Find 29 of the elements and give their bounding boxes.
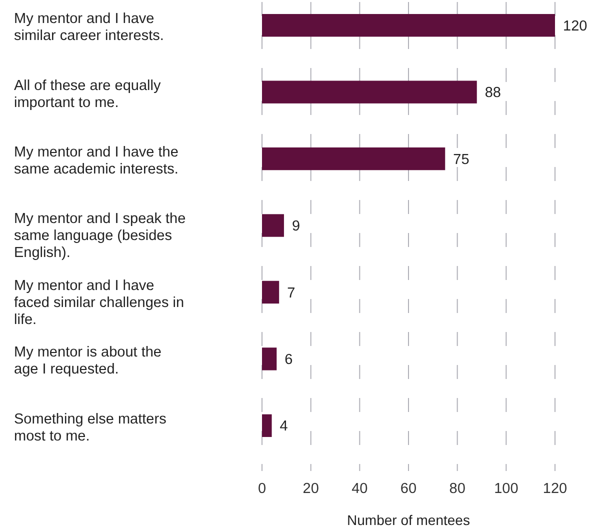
x-tick-label: 100: [494, 481, 518, 497]
data-label: 120: [563, 18, 588, 34]
y-tick-label: My mentor and I have faced similar challenges in life.: [14, 278, 184, 328]
data-label: 7: [287, 285, 296, 302]
bar: [262, 280, 280, 304]
y-tick-label: My mentor and I have similar career interests.: [14, 11, 164, 44]
data-label: 4: [280, 418, 288, 435]
bar: [262, 14, 555, 37]
bar: [262, 147, 446, 170]
x-tick-label: 80: [449, 481, 466, 497]
data-label: 88: [484, 85, 502, 102]
x-tick-label: 20: [302, 481, 319, 497]
data-label: 6: [284, 352, 293, 368]
y-tick-label: Something else matters most to me.: [14, 411, 166, 444]
y-tick-label: All of these are equally important to me.: [14, 78, 162, 111]
x-tick-label: 40: [352, 481, 368, 497]
bar: [262, 214, 284, 237]
x-tick-label: 0: [258, 481, 266, 497]
x-axis-title: Number of mentees: [347, 512, 470, 528]
x-tick-label: 120: [542, 481, 568, 497]
y-tick-label: My mentor and I have the same academic interests.: [14, 144, 178, 178]
y-tick-label: My mentor and I speak the same language (besides English).: [14, 211, 186, 262]
bar: [262, 348, 277, 370]
data-label: 9: [292, 218, 300, 235]
data-label: 75: [453, 152, 470, 168]
x-tick-label: 60: [400, 481, 417, 497]
y-tick-label: My mentor is about the age I requested.: [14, 344, 162, 378]
bar: [262, 414, 272, 437]
bar: [262, 80, 477, 104]
